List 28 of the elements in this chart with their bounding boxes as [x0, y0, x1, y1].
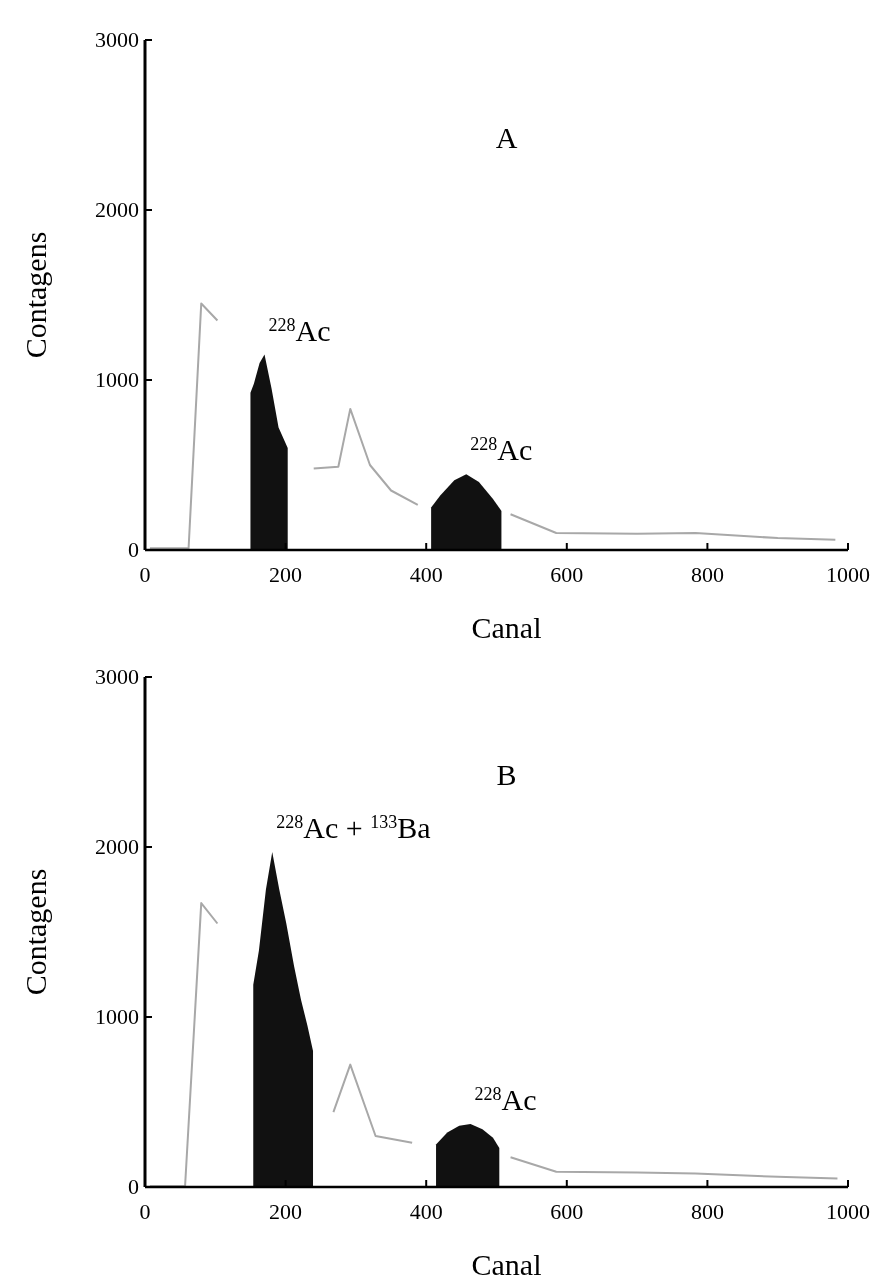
annotation: $^{228}$Ac + $^{133}$Ba — [276, 811, 431, 845]
y-tick-label: 1000 — [95, 367, 139, 392]
x-axis-title: Canal — [471, 1248, 542, 1278]
annotation: $^{228}$Ac — [474, 1083, 537, 1117]
text: B — [496, 758, 517, 791]
x-tick-label: 800 — [690, 1199, 724, 1224]
y-axis-title: Contagens — [19, 231, 52, 359]
annotation: $^{228}$Ac — [470, 433, 533, 467]
y-tick-label: 0 — [128, 537, 139, 562]
x-tick-label: 1000 — [826, 1199, 870, 1224]
x-tick-label: 400 — [409, 562, 443, 587]
annotation: $^{228}$Ac — [268, 313, 331, 347]
x-tick-label: 1000 — [826, 562, 870, 587]
y-tick-label: 2000 — [95, 834, 139, 859]
x-tick-label: 200 — [269, 1199, 303, 1224]
x-axis-title: Canal — [471, 611, 542, 644]
x-tick-label: 600 — [550, 562, 584, 587]
y-tick-label: 3000 — [95, 664, 139, 689]
x-tick-label: 600 — [550, 1199, 584, 1224]
text: A — [495, 121, 518, 154]
x-tick-label: 400 — [409, 1199, 443, 1224]
y-tick-label: 2000 — [95, 197, 139, 222]
x-tick-label: 800 — [690, 562, 724, 587]
y-tick-label: 3000 — [95, 27, 139, 52]
y-axis-title: Contagens — [19, 868, 52, 996]
x-tick-label: 200 — [269, 562, 303, 587]
y-tick-label: 1000 — [95, 1004, 139, 1029]
y-tick-label: 0 — [128, 1174, 139, 1199]
